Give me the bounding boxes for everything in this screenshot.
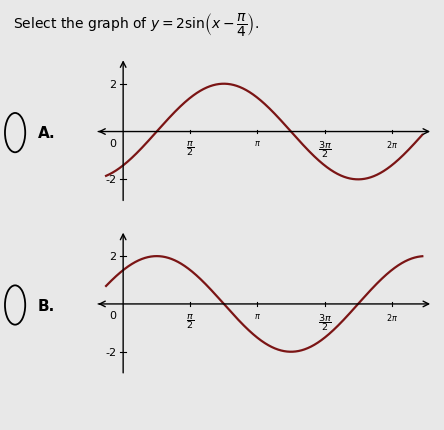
Text: $\dfrac{3\pi}{2}$: $\dfrac{3\pi}{2}$	[317, 139, 332, 160]
Text: $\dfrac{\pi}{2}$: $\dfrac{\pi}{2}$	[186, 311, 194, 330]
Text: -2: -2	[106, 347, 117, 357]
Text: $\dfrac{\pi}{2}$: $\dfrac{\pi}{2}$	[186, 139, 194, 158]
Text: $2\pi$: $2\pi$	[386, 311, 398, 322]
Text: Select the graph of $y = 2\sin\!\left(x - \dfrac{\pi}{4}\right)$.: Select the graph of $y = 2\sin\!\left(x …	[13, 11, 259, 38]
Text: $\pi$: $\pi$	[254, 139, 261, 148]
Text: 2: 2	[110, 80, 117, 89]
Text: $\dfrac{3\pi}{2}$: $\dfrac{3\pi}{2}$	[317, 311, 332, 332]
Text: B.: B.	[38, 298, 55, 313]
Text: A.: A.	[38, 126, 56, 141]
Text: -2: -2	[106, 175, 117, 185]
Text: 2: 2	[110, 252, 117, 261]
Text: 0: 0	[110, 310, 117, 320]
Text: 0: 0	[110, 138, 117, 148]
Text: $\pi$: $\pi$	[254, 311, 261, 320]
Text: $2\pi$: $2\pi$	[386, 139, 398, 150]
